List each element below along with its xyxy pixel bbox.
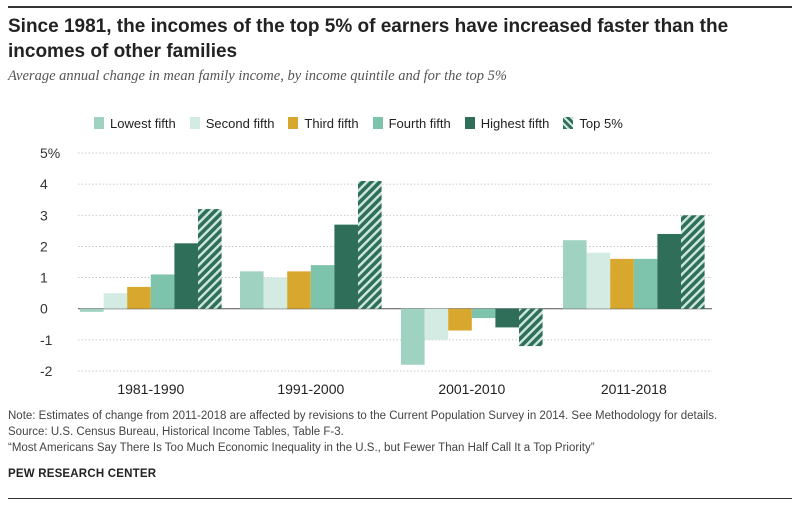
bar [681, 215, 705, 309]
bar [424, 308, 449, 340]
bar [240, 271, 264, 309]
y-tick-label: 2 [40, 238, 48, 254]
organization-name: PEW RESEARCH CENTER [8, 468, 157, 480]
bar [471, 308, 496, 319]
legend-item: Second fifth [189, 115, 275, 131]
legend-label: Top 5% [579, 115, 623, 131]
source-text: Source: U.S. Census Bureau, Historical I… [8, 426, 344, 438]
bar [127, 286, 151, 309]
legend-swatch [464, 117, 475, 129]
bar [657, 233, 681, 309]
legend-label: Second fifth [205, 115, 275, 131]
bar-chart: 5% 4 3 2 1 0 -1 -2 1981-1990 1991-2000 2001-2010 20… [40, 145, 712, 397]
y-tick-label: 4 [40, 176, 48, 192]
bar [198, 209, 222, 309]
legend-label: Lowest fifth [110, 115, 176, 131]
bar [610, 258, 634, 309]
bar [80, 308, 104, 312]
bar [263, 277, 288, 309]
note-text: Note: Estimates of change from 2011-2018… [8, 410, 718, 422]
legend-label: Third fifth [304, 115, 359, 131]
bar [586, 252, 611, 309]
legend-swatch [288, 117, 299, 129]
bar [358, 181, 382, 309]
y-tick-label: 0 [40, 301, 48, 317]
y-tick-label: 5% [40, 145, 60, 161]
y-tick-label: 3 [40, 207, 48, 223]
y-tick-label: -1 [40, 332, 53, 348]
legend-label: Fourth fifth [388, 115, 451, 131]
legend-label: Highest fifth [480, 115, 550, 131]
legend-item: Third fifth [288, 115, 359, 131]
legend-swatch [189, 117, 200, 129]
report-title-text: “Most Americans Say There Is Too Much Ec… [8, 442, 595, 454]
top-rule [8, 6, 792, 8]
legend: Lowest fifth Second fifth Third fifth Fourt… [94, 113, 637, 133]
bottom-rule [8, 498, 792, 499]
bar [448, 308, 472, 331]
y-tick-label: -2 [40, 363, 53, 379]
legend-item: Lowest fifth [94, 116, 176, 131]
x-category-label: 1981-1990 [117, 381, 184, 397]
bar [495, 308, 519, 328]
bar [103, 293, 128, 309]
bar [150, 274, 175, 309]
legend-swatch [563, 117, 574, 129]
bar [174, 243, 198, 309]
bar [310, 265, 335, 309]
bar [519, 308, 543, 347]
x-category-label: 1991-2000 [277, 381, 344, 397]
notes: Note: Estimates of change from 2011-2018… [8, 408, 717, 456]
legend-item: Highest fifth [464, 115, 550, 131]
bar [334, 224, 358, 309]
legend-item: Fourth fifth [372, 115, 451, 131]
legend-swatch [372, 117, 383, 129]
legend-item: Top 5% [563, 115, 623, 131]
bar [287, 271, 311, 309]
x-category-label: 2011-2018 [601, 381, 667, 397]
bar [563, 240, 587, 309]
y-tick-label: 1 [40, 270, 48, 286]
x-category-label: 2001-2010 [438, 381, 505, 397]
legend-swatch [94, 117, 104, 129]
chart-title: Since 1981, the incomes of the top 5% of… [8, 16, 729, 62]
chart-subtitle: Average annual change in mean family inc… [8, 68, 507, 84]
bar [633, 258, 658, 309]
bar [401, 308, 425, 365]
